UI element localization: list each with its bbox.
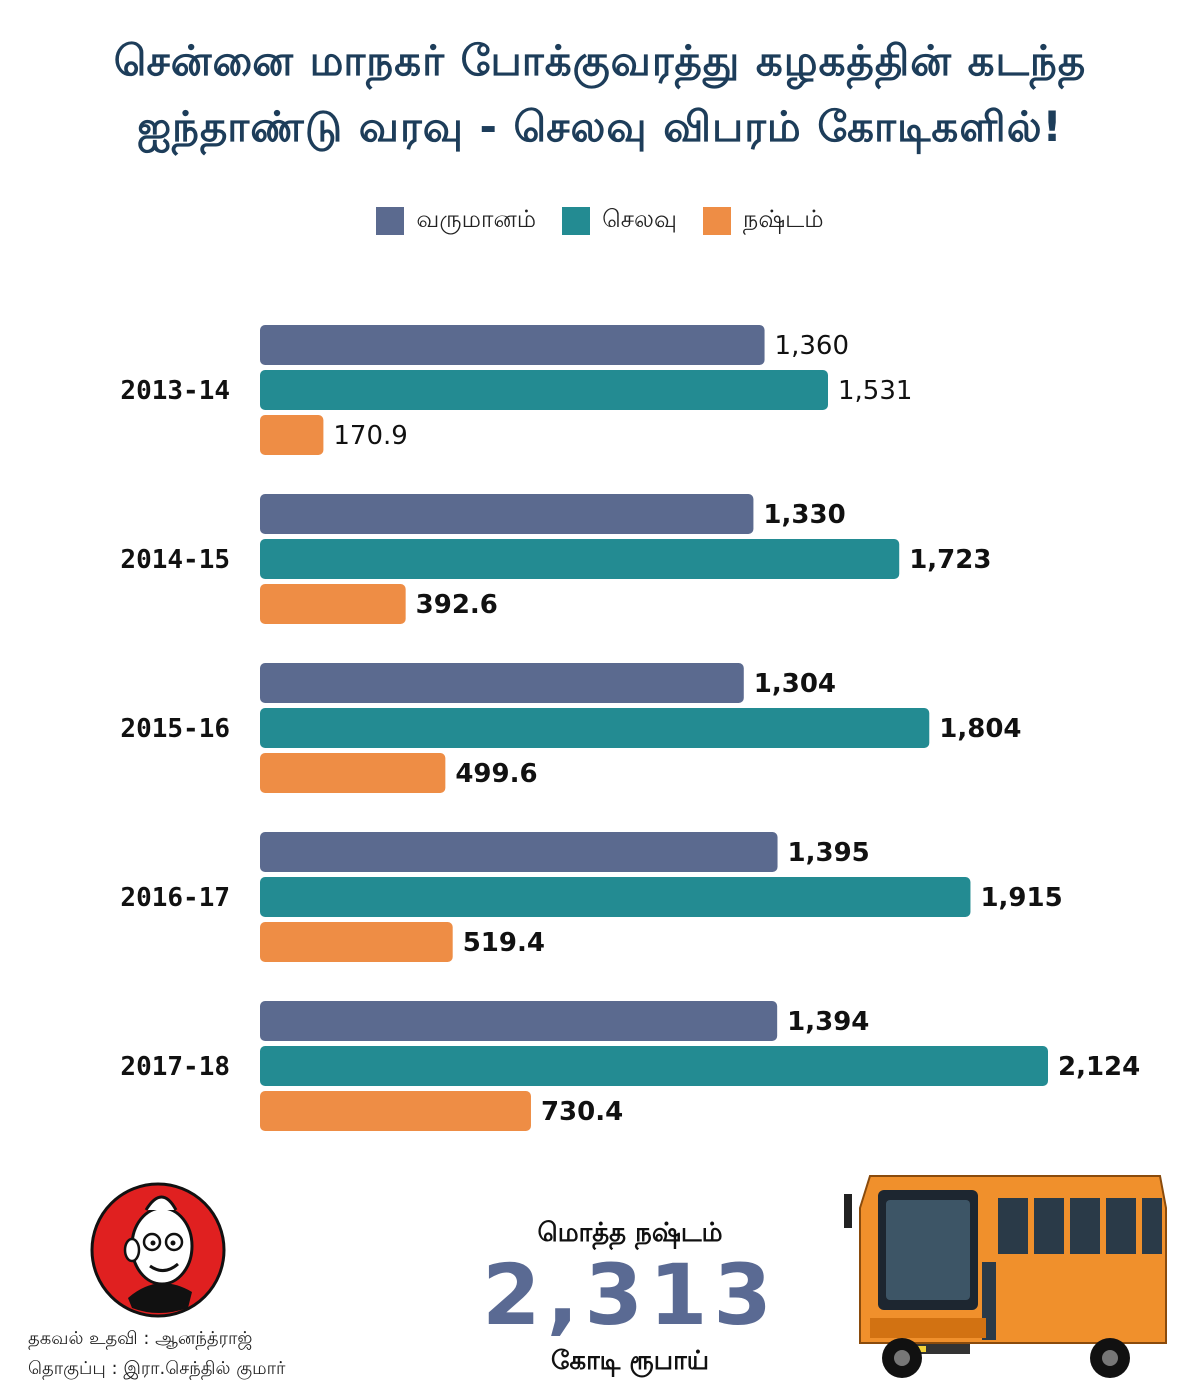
- data-label-expense-2016-17: 1,915: [980, 883, 1062, 913]
- chart-title-line1: சென்னை மாநகர் போக்குவரத்து கழகத்தின் கடந…: [113, 36, 1087, 85]
- bar-expense-2015-16: [260, 708, 930, 748]
- category-label-2014-15: 2014-15: [120, 545, 230, 575]
- legend-item-expense: செலவு: [562, 205, 677, 236]
- data-label-expense-2014-15: 1,723: [909, 545, 991, 575]
- legend-label-loss: நஷ்டம்: [742, 205, 824, 233]
- bar-expense-2014-15: [260, 539, 900, 579]
- bar-loss-2016-17: [260, 922, 453, 962]
- legend-swatch-income: [376, 206, 405, 235]
- bar-loss-2013-14: [260, 415, 324, 455]
- chart-legend: வருமானம் செலவு நஷ்டம்: [0, 205, 1200, 236]
- bar-expense-2013-14: [260, 370, 828, 410]
- cartoon-mascot-logo-icon: [90, 1182, 226, 1318]
- total-loss-unit: கோடி ரூபாய்: [550, 1346, 710, 1376]
- legend-item-income: வருமானம்: [376, 205, 536, 236]
- bar-income-2013-14: [260, 325, 765, 365]
- chart-title-line2: ஐந்தாண்டு வரவு - செலவு விபரம் கோடிகளில்!: [137, 102, 1063, 151]
- credit-info: தகவல் உதவி : ஆனந்த்ராஜ்: [28, 1328, 253, 1349]
- bar-loss-2015-16: [260, 753, 446, 793]
- data-label-expense-2015-16: 1,804: [939, 714, 1021, 744]
- category-label-2016-17: 2016-17: [120, 883, 230, 913]
- bar-loss-2017-18: [260, 1091, 531, 1131]
- data-label-loss-2017-18: 730.4: [541, 1097, 623, 1127]
- data-label-income-2017-18: 1,394: [787, 1007, 869, 1037]
- legend-item-loss: நஷ்டம்: [702, 205, 824, 236]
- data-label-income-2016-17: 1,395: [788, 838, 870, 868]
- bar-loss-2014-15: [260, 584, 406, 624]
- data-label-loss-2014-15: 392.6: [416, 590, 498, 620]
- category-label-2013-14: 2013-14: [120, 376, 230, 406]
- legend-label-income: வருமானம்: [416, 205, 537, 233]
- category-label-2015-16: 2015-16: [120, 714, 230, 744]
- data-label-expense-2017-18: 2,124: [1058, 1052, 1140, 1082]
- data-label-loss-2016-17: 519.4: [463, 928, 545, 958]
- total-loss-value: 2,313: [482, 1246, 778, 1344]
- legend-swatch-loss: [702, 206, 731, 235]
- bar-expense-2017-18: [260, 1046, 1048, 1086]
- category-label-2017-18: 2017-18: [120, 1052, 230, 1082]
- total-loss-caption: மொத்த நஷ்டம்: [537, 1218, 723, 1248]
- data-label-income-2013-14: 1,360: [775, 331, 849, 361]
- data-label-loss-2015-16: 499.6: [455, 759, 537, 789]
- data-label-income-2015-16: 1,304: [754, 669, 836, 699]
- bar-chart: 2013-14 1,360 1,531 170.9 2014-15 1,330 1,723 3…: [120, 325, 1140, 1131]
- bar-income-2016-17: [260, 832, 778, 872]
- data-label-loss-2013-14: 170.9: [333, 421, 407, 451]
- data-label-income-2014-15: 1,330: [763, 500, 845, 530]
- bar-income-2014-15: [260, 494, 754, 534]
- legend-label-expense: செலவு: [602, 205, 677, 233]
- bar-income-2015-16: [260, 663, 744, 703]
- bar-income-2017-18: [260, 1001, 778, 1041]
- bar-expense-2016-17: [260, 877, 971, 917]
- credit-compiled: தொகுப்பு : இரா.செந்தில் குமார்: [28, 1358, 286, 1379]
- legend-swatch-expense: [562, 206, 591, 235]
- orange-city-bus-icon: [844, 1175, 1167, 1378]
- chart-title: சென்னை மாநகர் போக்குவரத்து கழகத்தின் கடந…: [0, 28, 1200, 160]
- data-label-expense-2013-14: 1,531: [838, 376, 912, 406]
